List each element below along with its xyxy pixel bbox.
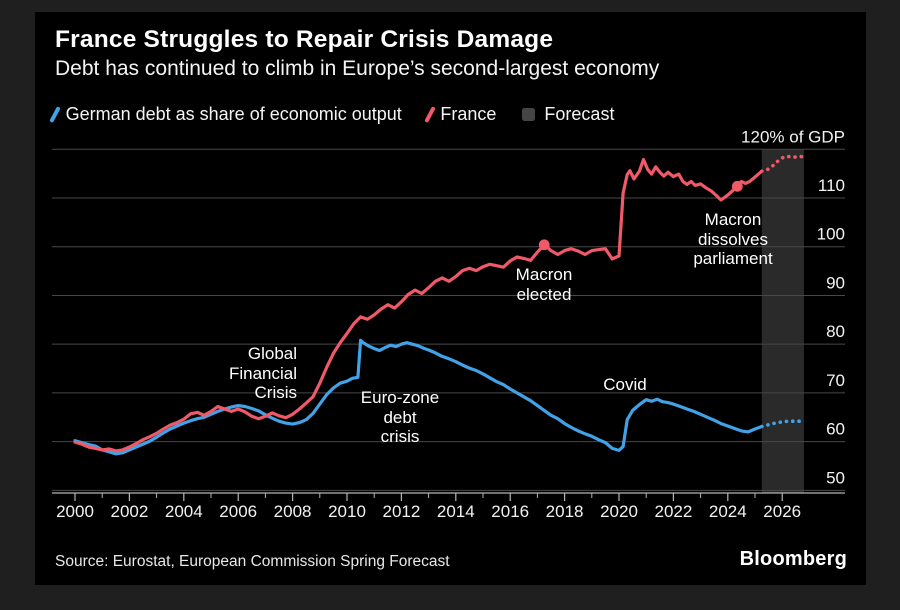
annotation-global-financial-crisis: Global Financial Crisis [228, 344, 297, 402]
page-subtitle: Debt has continued to climb in Europe’s … [55, 57, 660, 80]
legend-label-forecast: Forecast [544, 103, 615, 124]
chart-card: France Struggles to Repair Crisis Damage… [35, 12, 866, 585]
y-axis-label: 100 [817, 225, 845, 244]
y-axis-label: 110 [818, 176, 845, 195]
x-axis-label: 2006 [219, 502, 257, 521]
forecast-swatch-icon [522, 107, 536, 121]
legend-label-france: France [440, 103, 497, 124]
y-axis-label: 80 [826, 322, 845, 341]
x-axis-label: 2014 [437, 502, 475, 521]
x-axis-label: 2004 [165, 502, 203, 521]
y-axis-label: 50 [826, 468, 845, 487]
annotation-macron-dissolves: Macron dissolves parliament [693, 210, 773, 268]
source-note: Source: Eurostat, European Commission Sp… [55, 553, 450, 570]
x-axis-label: 2016 [491, 502, 529, 521]
france-forecast-dotted-line [760, 154, 806, 173]
x-axis-label: 2026 [763, 502, 801, 521]
event-marker-dot [538, 239, 550, 251]
legend-label-germany: German debt as share of economic output [65, 103, 402, 124]
y-axis-label: 120% of GDP [741, 127, 845, 146]
legend: German debt as share of economic output … [49, 102, 636, 126]
x-axis-label: 2024 [709, 502, 747, 521]
bloomberg-logo: Bloomberg [739, 548, 847, 570]
forecast-band [761, 149, 804, 494]
event-marker-dot [731, 180, 743, 192]
x-axis-label: 2022 [654, 502, 692, 521]
x-axis-label: 2000 [56, 502, 94, 521]
legend-item-forecast: Forecast [518, 104, 614, 125]
annotation-euro-zone-debt-crisis: Euro-zone debt crisis [360, 388, 440, 446]
germany-forecast-dotted-line [760, 419, 806, 429]
x-axis-label: 2012 [382, 502, 420, 521]
legend-item-france: France [424, 103, 497, 125]
france-debt-line [73, 157, 764, 453]
x-axis-label: 2020 [600, 502, 638, 521]
germany-debt-line [73, 338, 764, 456]
y-axis-label: 90 [826, 273, 845, 292]
x-axis-label: 2010 [328, 502, 366, 521]
legend-item-germany: German debt as share of economic output [49, 104, 402, 125]
page-title: France Struggles to Repair Crisis Damage [55, 26, 554, 53]
y-axis-label: 70 [826, 371, 845, 390]
annotation-covid: Covid [603, 375, 647, 394]
x-axis-label: 2008 [274, 502, 312, 521]
x-axis-label: 2018 [546, 502, 584, 521]
annotation-macron-elected: Macron elected [515, 265, 573, 304]
x-axis-label: 2002 [110, 502, 148, 521]
debt-line-chart: 120% of GDP 110 100 90 80 70 60 50 2000 2002 2004 2… [52, 127, 845, 521]
y-axis-label: 60 [826, 420, 845, 439]
